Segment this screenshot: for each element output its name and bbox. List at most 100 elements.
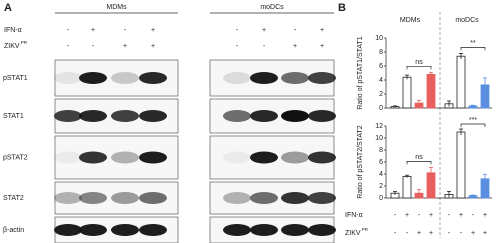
treatment-sign: - (236, 27, 239, 34)
treatment-sign: - (92, 43, 95, 50)
treatment-sign: + (429, 212, 433, 219)
blot-band (54, 224, 82, 236)
blot-band (281, 110, 309, 122)
bar (426, 74, 436, 109)
treatment-label: ZIKV (345, 230, 361, 237)
blot-band (139, 224, 167, 236)
y-tick-label: 10 (375, 35, 383, 42)
y-tick-label: 8 (379, 49, 383, 56)
treatment-label: ZIKV (4, 43, 20, 50)
blot-band (111, 224, 139, 236)
significance-bracket (460, 47, 486, 51)
blot-band (281, 72, 309, 84)
blot-band (223, 110, 251, 122)
significance-bracket (460, 123, 486, 127)
y-tick-label: 6 (379, 63, 383, 70)
treatment-sign: - (263, 43, 266, 50)
y-tick-label: 0 (379, 195, 383, 202)
blot-band (54, 151, 82, 164)
blot-band (54, 192, 82, 204)
blot-band (79, 110, 107, 122)
bar (456, 131, 466, 199)
blot-band (111, 192, 139, 204)
blot-band (281, 192, 309, 204)
y-tick-label: 4 (379, 77, 383, 84)
treatment-sign: - (67, 43, 70, 50)
treatment-sign: - (124, 27, 127, 34)
y-tick-label: 2 (379, 91, 383, 98)
blot-band (111, 110, 139, 122)
blot-band (281, 151, 309, 164)
treatment-sign: + (417, 230, 421, 237)
blot-band (250, 72, 278, 84)
blot-label: STAT1 (3, 113, 24, 120)
group-label: MDMs (106, 4, 127, 11)
treatment-sign: + (320, 27, 324, 34)
treatment-sign: - (236, 43, 239, 50)
significance-label: ns (415, 59, 423, 66)
group-label: moDCs (455, 17, 479, 24)
treatment-superscript: PR (21, 40, 28, 45)
blot-band (223, 192, 251, 204)
blot-band (79, 72, 107, 84)
blot-band (250, 110, 278, 122)
panel-label: B (338, 2, 346, 14)
treatment-sign: - (460, 230, 463, 237)
blot-band (111, 151, 139, 164)
blot-band (223, 72, 251, 84)
treatment-sign: - (406, 230, 409, 237)
blot-band (308, 224, 336, 236)
bar (402, 76, 412, 109)
treatment-sign: - (448, 230, 451, 237)
blot-band (79, 151, 107, 164)
treatment-sign: + (471, 230, 475, 237)
treatment-sign: - (294, 27, 297, 34)
treatment-sign: + (429, 230, 433, 237)
treatment-sign: + (151, 27, 155, 34)
blot-band (111, 72, 139, 84)
blot-band (308, 110, 336, 122)
blot-band (139, 151, 167, 164)
treatment-label: IFN-α (345, 212, 363, 219)
significance-label: ns (415, 154, 423, 161)
y-tick-label: 2 (379, 183, 383, 190)
treatment-sign: + (320, 43, 324, 50)
treatment-sign: + (459, 212, 463, 219)
significance-label: ** (470, 40, 476, 47)
blot-band (308, 72, 336, 84)
blot-band (79, 192, 107, 204)
y-tick-label: 12 (375, 123, 383, 130)
treatment-sign: - (472, 212, 475, 219)
y-tick-label: 0 (379, 105, 383, 112)
treatment-superscript: PR (362, 227, 369, 232)
blot-band (250, 192, 278, 204)
bar (456, 55, 466, 109)
blot-band (250, 224, 278, 236)
treatment-sign: - (448, 212, 451, 219)
treatment-sign: - (67, 27, 70, 34)
treatment-sign: - (418, 212, 421, 219)
blot-band (139, 192, 167, 204)
blot-label: pSTAT1 (3, 75, 28, 82)
treatment-label: IFN-α (4, 27, 22, 34)
y-tick-label: 4 (379, 171, 383, 178)
blot-band (308, 151, 336, 164)
y-tick-label: 10 (375, 135, 383, 142)
significance-bracket (406, 65, 432, 70)
y-tick-label: 8 (379, 147, 383, 154)
blot-band (308, 192, 336, 204)
blot-band (139, 110, 167, 122)
blot-band (139, 72, 167, 84)
group-label: moDCs (260, 4, 284, 11)
blot-label: pSTAT2 (3, 154, 28, 161)
treatment-sign: + (123, 43, 127, 50)
blot-band (79, 224, 107, 236)
blot-band (250, 151, 278, 164)
treatment-sign: + (262, 27, 266, 34)
blot-label: β-actin (3, 227, 24, 234)
blot-band (54, 72, 82, 84)
treatment-sign: + (293, 43, 297, 50)
group-label: MDMs (400, 17, 421, 24)
treatment-sign: + (91, 27, 95, 34)
